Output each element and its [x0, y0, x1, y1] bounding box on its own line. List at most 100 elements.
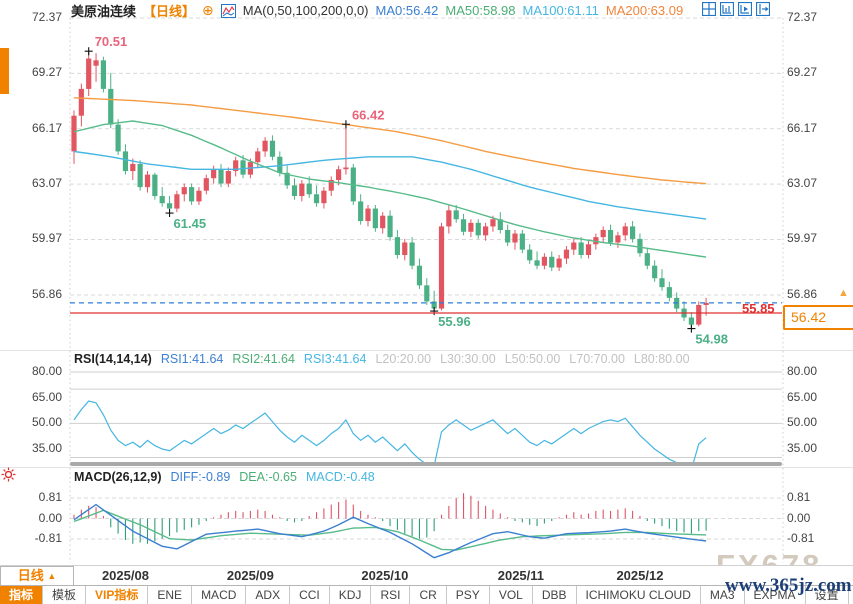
- candle-body: [659, 278, 665, 288]
- candle-body: [696, 304, 702, 325]
- ma200-value: MA200:63.09: [605, 3, 684, 18]
- toolbar-item-macd[interactable]: MACD: [192, 586, 247, 604]
- candle-body: [438, 226, 445, 309]
- candle-body: [446, 210, 452, 227]
- candle-body: [336, 169, 342, 180]
- candle-body: [549, 256, 555, 268]
- toolbar-item-ichimoku-cloud[interactable]: ICHIMOKU CLOUD: [577, 586, 701, 604]
- date-label: 2025/11: [497, 568, 545, 583]
- candle-body: [460, 219, 467, 232]
- candle-body: [394, 237, 400, 255]
- rsi-level-70: L70:70.00: [569, 352, 625, 366]
- toolbar-item-kdj[interactable]: KDJ: [330, 586, 372, 604]
- axis-label: 56.86: [787, 286, 818, 301]
- toolbar-item-vip指标[interactable]: VIP指标: [86, 586, 149, 604]
- candle-body: [93, 60, 99, 66]
- toolbar-item-ene[interactable]: ENE: [148, 586, 193, 604]
- candle-body: [527, 249, 533, 261]
- ma-settings-label: MA(0,50,100,200,0,0): [242, 3, 369, 18]
- candle-body: [233, 160, 239, 172]
- macd-value: MACD:-0.48: [305, 470, 375, 484]
- candle-body: [328, 179, 334, 191]
- toolbar-item-ma3[interactable]: MA3: [701, 586, 745, 604]
- candle-body: [688, 317, 694, 325]
- toolbar-item-指标[interactable]: 指标: [0, 586, 44, 604]
- axis-play-icon[interactable]: [738, 2, 752, 16]
- dropdown-arrow-icon: ▲: [47, 571, 57, 581]
- candle-body: [358, 201, 364, 222]
- left-drawer-handle[interactable]: [0, 48, 9, 94]
- axis-label: 56.86: [31, 286, 62, 301]
- price-annotation: 54.98: [695, 332, 728, 347]
- axis-scale-icon[interactable]: [720, 2, 734, 16]
- timeframe-dropdown[interactable]: 日线 ▲: [0, 566, 74, 587]
- candle-body: [578, 242, 584, 255]
- candle-body: [291, 185, 298, 197]
- candle-body: [541, 256, 547, 266]
- panel-scrollbar[interactable]: [70, 462, 782, 466]
- rsi3-value: RSI3:41.64: [303, 352, 367, 366]
- candle-body: [225, 171, 231, 184]
- axis-label: 35.00: [787, 440, 818, 455]
- toolbar-item-expma[interactable]: EXPMA: [745, 586, 806, 604]
- axis-label: 66.17: [787, 120, 818, 135]
- toolbar-item-cr[interactable]: CR: [410, 586, 447, 604]
- candle-body: [468, 222, 474, 232]
- candle-body: [615, 235, 621, 243]
- candle-body: [600, 229, 606, 238]
- axis-label: 0.00: [787, 510, 811, 525]
- axis-label: 63.07: [787, 176, 818, 191]
- candle-body: [306, 183, 312, 195]
- dea-value: DEA:-0.65: [239, 470, 297, 484]
- toolbar-item-vol[interactable]: VOL: [490, 586, 533, 604]
- candle-body: [607, 229, 614, 243]
- candle-body: [313, 194, 320, 204]
- candle-body: [512, 233, 518, 243]
- candle-body: [490, 219, 496, 227]
- chart-type-icon[interactable]: [220, 3, 236, 18]
- candle-body: [571, 242, 577, 250]
- ma100-line: [73, 150, 707, 220]
- ma50-line: [73, 120, 707, 258]
- candle-body: [166, 203, 173, 209]
- ma0-value: MA0:56.42: [375, 3, 439, 18]
- split-panes-icon[interactable]: [702, 2, 716, 16]
- window-toolbar: [702, 2, 770, 16]
- toolbar-item-模板[interactable]: 模板: [43, 586, 87, 604]
- toolbar-item-rsi[interactable]: RSI: [371, 586, 411, 604]
- candle-body: [269, 140, 276, 157]
- axis-label: 72.37: [31, 10, 62, 24]
- toolbar-item-dbb[interactable]: DBB: [533, 586, 577, 604]
- candle-body: [409, 242, 415, 266]
- add-indicator-icon[interactable]: ⊕: [202, 2, 214, 18]
- dea-line: [73, 509, 707, 551]
- axis-label: 59.97: [787, 231, 818, 246]
- candle-body: [387, 215, 393, 238]
- candle-body: [174, 194, 180, 209]
- axis-label: 65.00: [31, 389, 62, 404]
- toolbar-item-cci[interactable]: CCI: [290, 586, 330, 604]
- indicator-settings-icon[interactable]: [1, 467, 16, 482]
- candle-body: [196, 190, 202, 202]
- collapse-panel-icon[interactable]: [756, 2, 770, 16]
- date-label: 2025/12: [616, 568, 664, 583]
- candle-body: [71, 115, 77, 152]
- toolbar-item-psy[interactable]: PSY: [447, 586, 490, 604]
- toolbar-item-设置[interactable]: 设置: [806, 586, 849, 604]
- rsi-line: [73, 400, 707, 462]
- alert-price-label: 55.85: [742, 301, 775, 316]
- candle-body: [563, 249, 570, 259]
- last-price-box: 56.42: [783, 305, 853, 330]
- candle-body: [585, 244, 592, 255]
- ma200-line: [73, 97, 707, 185]
- candle-body: [372, 208, 378, 229]
- indicator-toolbar: 指标 模板 VIP指标 ENE MACD ADX CCI KDJ RSI CR PSY VOL DBB I…: [0, 585, 853, 604]
- axis-label: 63.07: [31, 176, 62, 191]
- diff-line: [73, 503, 707, 559]
- rsi-panel: [73, 400, 707, 462]
- price-annotation: 61.45: [174, 216, 207, 231]
- toolbar-item-adx[interactable]: ADX: [246, 586, 291, 604]
- candle-body: [703, 302, 709, 305]
